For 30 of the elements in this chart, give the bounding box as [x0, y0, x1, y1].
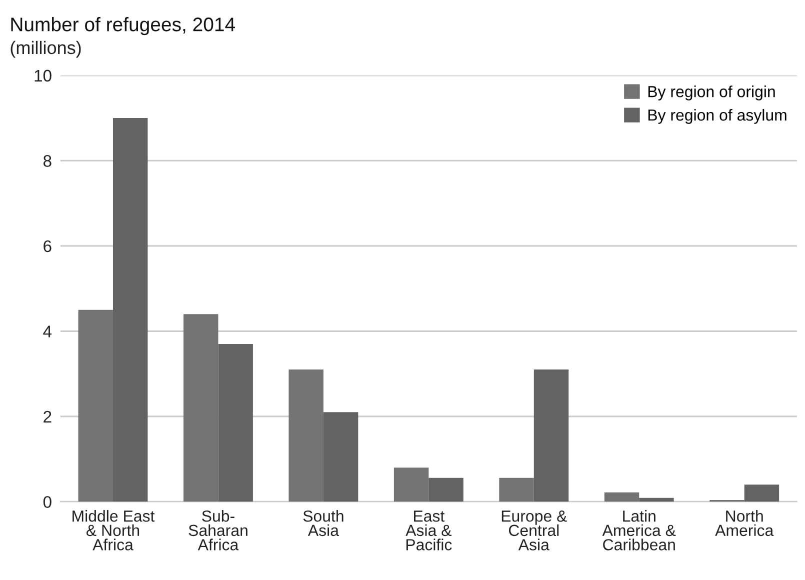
bar — [323, 412, 358, 502]
bar — [78, 310, 113, 502]
x-tick-label: Sub- Saharan Africa — [188, 510, 248, 550]
legend-label: By region of origin — [648, 86, 775, 100]
bar — [604, 492, 640, 502]
bar — [183, 314, 218, 502]
bar — [288, 370, 324, 502]
y-tick-label: 0 — [43, 496, 52, 508]
y-tick-label: 2 — [44, 410, 52, 422]
bar — [394, 468, 429, 502]
legend-label: By region of asylum — [648, 108, 786, 124]
x-tick-label: Europe & Central Asia — [502, 510, 567, 550]
x-tick-label: East Asia & Pacific — [406, 510, 452, 550]
bar — [534, 370, 569, 502]
bar — [218, 344, 253, 502]
bar — [112, 118, 148, 502]
chart-subtitle: (millions) — [10, 40, 81, 58]
bar — [744, 484, 780, 502]
bar — [639, 498, 674, 502]
y-tick-label: 4 — [43, 326, 52, 338]
x-tick-label: South Asia — [303, 510, 344, 536]
chart-title: Number of refugees, 2014 — [11, 17, 235, 36]
bar — [499, 478, 534, 502]
x-tick-label: Latin America & Caribbean — [602, 510, 676, 550]
x-tick-label: North America — [715, 510, 774, 536]
bar — [428, 478, 464, 502]
y-tick-label: 10 — [34, 70, 52, 82]
x-tick-label: Middle East & North Africa — [72, 510, 155, 550]
y-tick-label: 6 — [44, 240, 52, 252]
y-tick-label: 8 — [43, 155, 52, 167]
